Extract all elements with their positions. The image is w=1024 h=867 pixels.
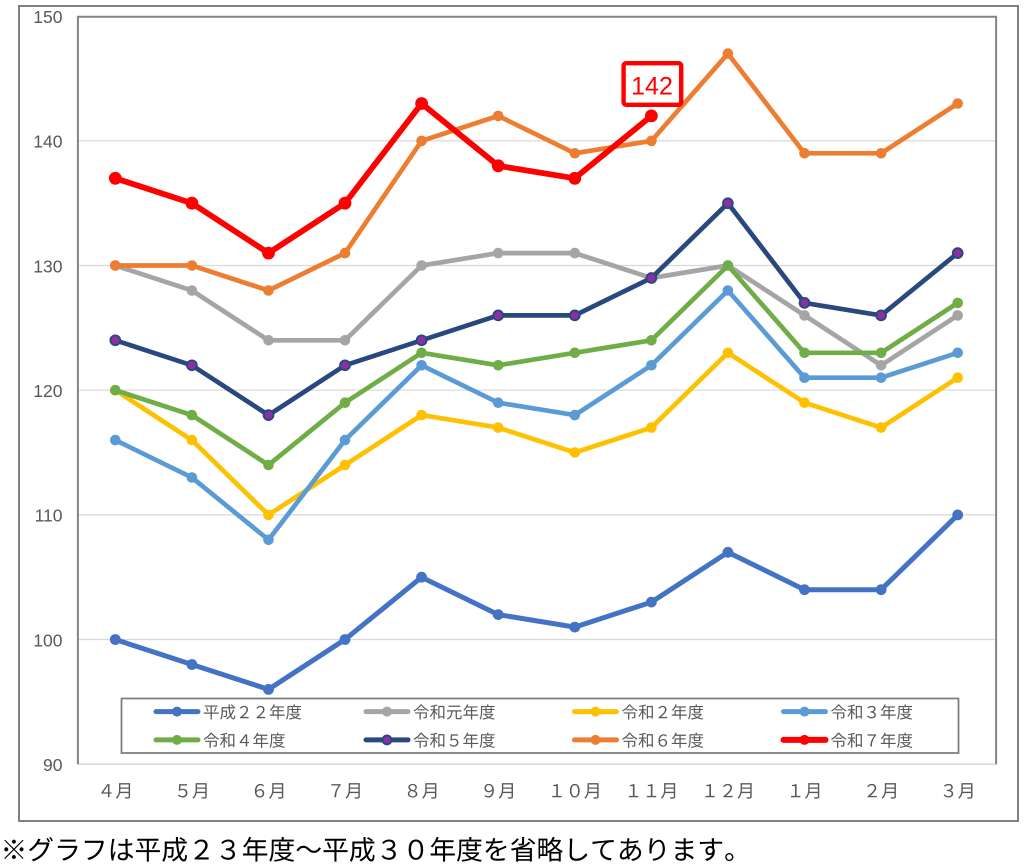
svg-text:140: 140 [33, 132, 62, 152]
svg-text:100: 100 [33, 630, 62, 650]
svg-text:130: 130 [33, 256, 62, 276]
svg-text:90: 90 [43, 755, 63, 775]
svg-text:142: 142 [631, 73, 673, 101]
svg-text:110: 110 [35, 506, 63, 526]
svg-text:150: 150 [33, 7, 62, 27]
svg-text:120: 120 [33, 381, 62, 401]
